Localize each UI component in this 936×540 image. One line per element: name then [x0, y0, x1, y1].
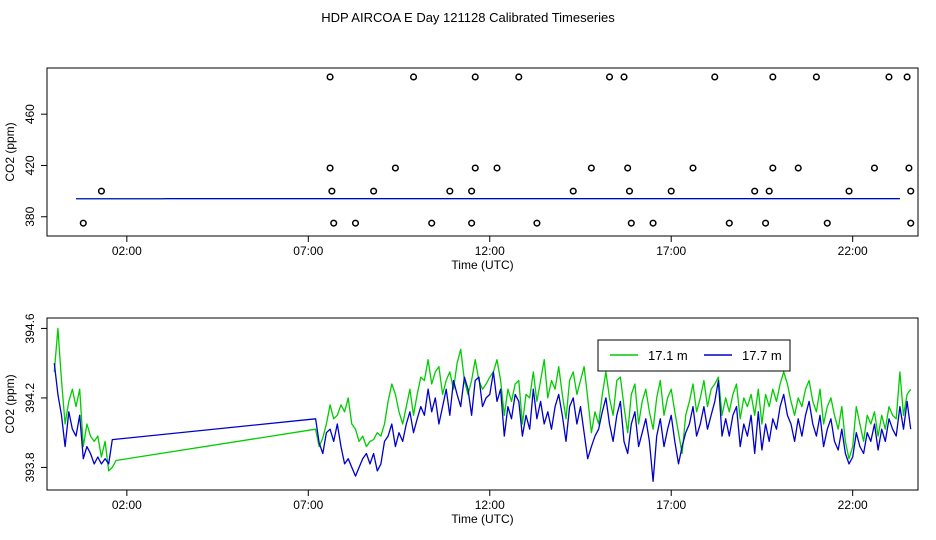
top-data-marker — [624, 164, 632, 172]
top-data-marker — [587, 164, 595, 172]
top-data-marker — [471, 73, 479, 81]
top-data-marker — [391, 164, 399, 172]
legend-label: 17.7 m — [742, 348, 782, 363]
top-data-marker — [649, 219, 657, 227]
top-y-tick-label: 380 — [23, 206, 37, 226]
top-data-marker — [515, 73, 523, 81]
top-data-marker — [468, 219, 476, 227]
top-data-marker — [620, 73, 628, 81]
top-x-tick-label: 07:00 — [293, 244, 323, 258]
top-data-marker — [605, 73, 614, 81]
co2-timeseries-panel: 02:00 07:00 12:00 17:00 22:00 393.8 394.2 394.6… — [3, 313, 919, 526]
top-data-marker — [370, 187, 378, 195]
bottom-y-axis-label: CO2 (ppm) — [3, 374, 17, 433]
top-data-marker — [845, 187, 853, 195]
top-data-marker — [351, 219, 360, 227]
top-data-marker — [326, 164, 334, 172]
top-data-marker — [762, 219, 770, 227]
bottom-plot-frame — [46, 317, 919, 491]
top-data-marker — [769, 164, 777, 172]
bottom-y-tick-label: 394.6 — [23, 313, 37, 343]
top-x-tick-label: 02:00 — [112, 244, 142, 258]
top-data-marker — [493, 164, 501, 172]
top-y-axis-label: CO2 (ppm) — [3, 122, 17, 181]
top-x-tick-label: 17:00 — [656, 244, 686, 258]
bottom-y-tick-label: 393.8 — [23, 452, 37, 482]
top-data-marker — [907, 219, 915, 227]
top-data-marker — [326, 73, 334, 81]
top-data-marker — [907, 187, 915, 195]
top-data-marker — [751, 187, 759, 195]
top-data-marker — [97, 187, 105, 195]
top-data-marker — [569, 187, 577, 195]
top-x-tick-label: 22:00 — [838, 244, 868, 258]
legend-label: 17.1 m — [648, 348, 688, 363]
top-data-marker — [725, 219, 733, 227]
bottom-x-tick-label: 02:00 — [112, 498, 142, 512]
top-data-marker — [903, 73, 911, 81]
top-data-marker — [428, 219, 436, 227]
bottom-y-tick-label: 394.2 — [23, 383, 37, 413]
bottom-x-tick-label: 22:00 — [838, 498, 868, 512]
co2-scatter-panel: 02:00 07:00 12:00 17:00 22:00 380 420 460 Time (… — [3, 67, 919, 272]
figure-title: HDP AIRCOA E Day 121128 Calibrated Times… — [321, 10, 615, 25]
top-data-marker — [769, 73, 777, 81]
top-data-marker — [885, 73, 893, 81]
top-data-marker — [625, 187, 634, 195]
top-data-marker — [765, 187, 773, 195]
top-data-marker — [627, 219, 635, 227]
top-data-marker — [471, 164, 479, 172]
top-data-marker — [79, 219, 87, 227]
top-x-tick-label: 12:00 — [475, 244, 505, 258]
top-data-marker — [870, 164, 879, 172]
top-plot-frame — [46, 67, 919, 237]
top-data-marker — [689, 164, 697, 172]
bottom-x-axis-label: Time (UTC) — [451, 512, 513, 526]
top-data-marker — [468, 187, 476, 195]
top-data-marker — [667, 187, 675, 195]
top-data-marker — [446, 187, 454, 195]
top-data-marker — [328, 187, 336, 195]
top-data-marker — [823, 219, 831, 227]
top-y-tick-label: 420 — [23, 155, 37, 175]
top-y-tick-label: 460 — [23, 104, 37, 124]
top-data-marker — [533, 219, 541, 227]
bottom-x-tick-label: 17:00 — [656, 498, 686, 512]
top-data-marker — [905, 164, 913, 172]
bottom-series-line-blue — [53, 363, 912, 482]
top-x-axis-label: Time (UTC) — [451, 258, 513, 272]
top-data-marker — [812, 73, 820, 81]
top-data-marker — [794, 164, 802, 172]
bottom-x-tick-label: 07:00 — [293, 498, 323, 512]
top-data-marker — [711, 73, 719, 81]
top-data-marker — [330, 219, 338, 227]
top-data-marker — [409, 73, 418, 81]
bottom-series-line-green — [53, 327, 912, 472]
bottom-x-tick-label: 12:00 — [475, 498, 505, 512]
chart-legend: 17.1 m 17.7 m — [597, 339, 791, 372]
